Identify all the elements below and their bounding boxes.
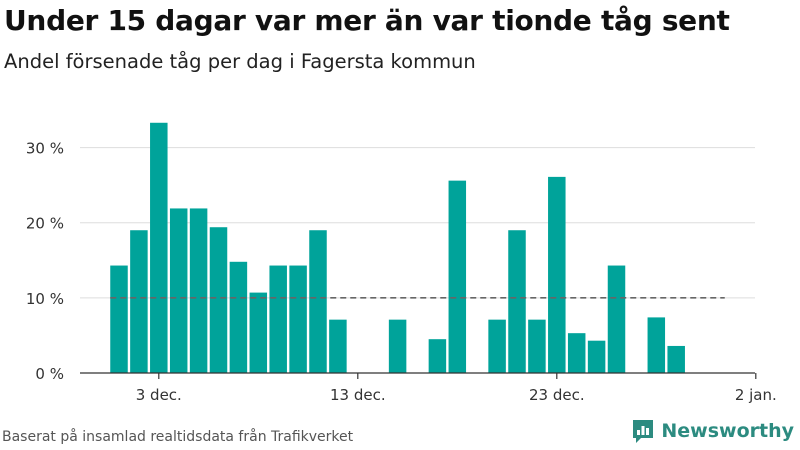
- bar: [229, 261, 248, 373]
- bar: [548, 176, 566, 373]
- x-tick-label: 2 jan.: [735, 386, 777, 404]
- y-tick-label: 0 %: [35, 365, 64, 383]
- source-note: Baserat på insamlad realtidsdata från Tr…: [2, 429, 354, 445]
- brand-logo: Newsworthy: [631, 418, 794, 444]
- chart-subtitle: Andel försenade tåg per dag i Fagersta k…: [4, 50, 476, 73]
- bar: [587, 340, 606, 373]
- bar: [150, 122, 168, 373]
- bar: [388, 319, 407, 373]
- bar: [667, 345, 685, 373]
- chart-title: Under 15 dagar var mer än var tionde tåg…: [4, 4, 730, 37]
- bar: [329, 319, 347, 373]
- bar: [567, 333, 586, 373]
- bar: [249, 292, 268, 373]
- x-tick-label: 23 dec.: [529, 386, 585, 404]
- newsworthy-logo-icon: [633, 420, 654, 443]
- bar: [209, 227, 228, 373]
- bar: [508, 230, 526, 373]
- bar: [448, 180, 467, 373]
- bar: [607, 265, 626, 373]
- bar: [647, 317, 666, 373]
- brand-name: Newsworthy: [661, 420, 794, 442]
- bar: [189, 208, 208, 373]
- y-tick-label: 20 %: [26, 215, 64, 233]
- bar: [289, 265, 307, 373]
- x-tick-label: 3 dec.: [136, 386, 182, 404]
- bar: [169, 208, 188, 373]
- y-tick-label: 30 %: [26, 140, 64, 158]
- bar: [110, 265, 128, 373]
- bar: [309, 230, 327, 373]
- bar: [428, 339, 447, 373]
- bar: [488, 319, 506, 373]
- y-tick-label: 10 %: [26, 290, 64, 308]
- x-tick-label: 13 dec.: [330, 386, 386, 404]
- bar: [528, 319, 546, 373]
- bar: [130, 230, 148, 373]
- bar: [269, 265, 287, 373]
